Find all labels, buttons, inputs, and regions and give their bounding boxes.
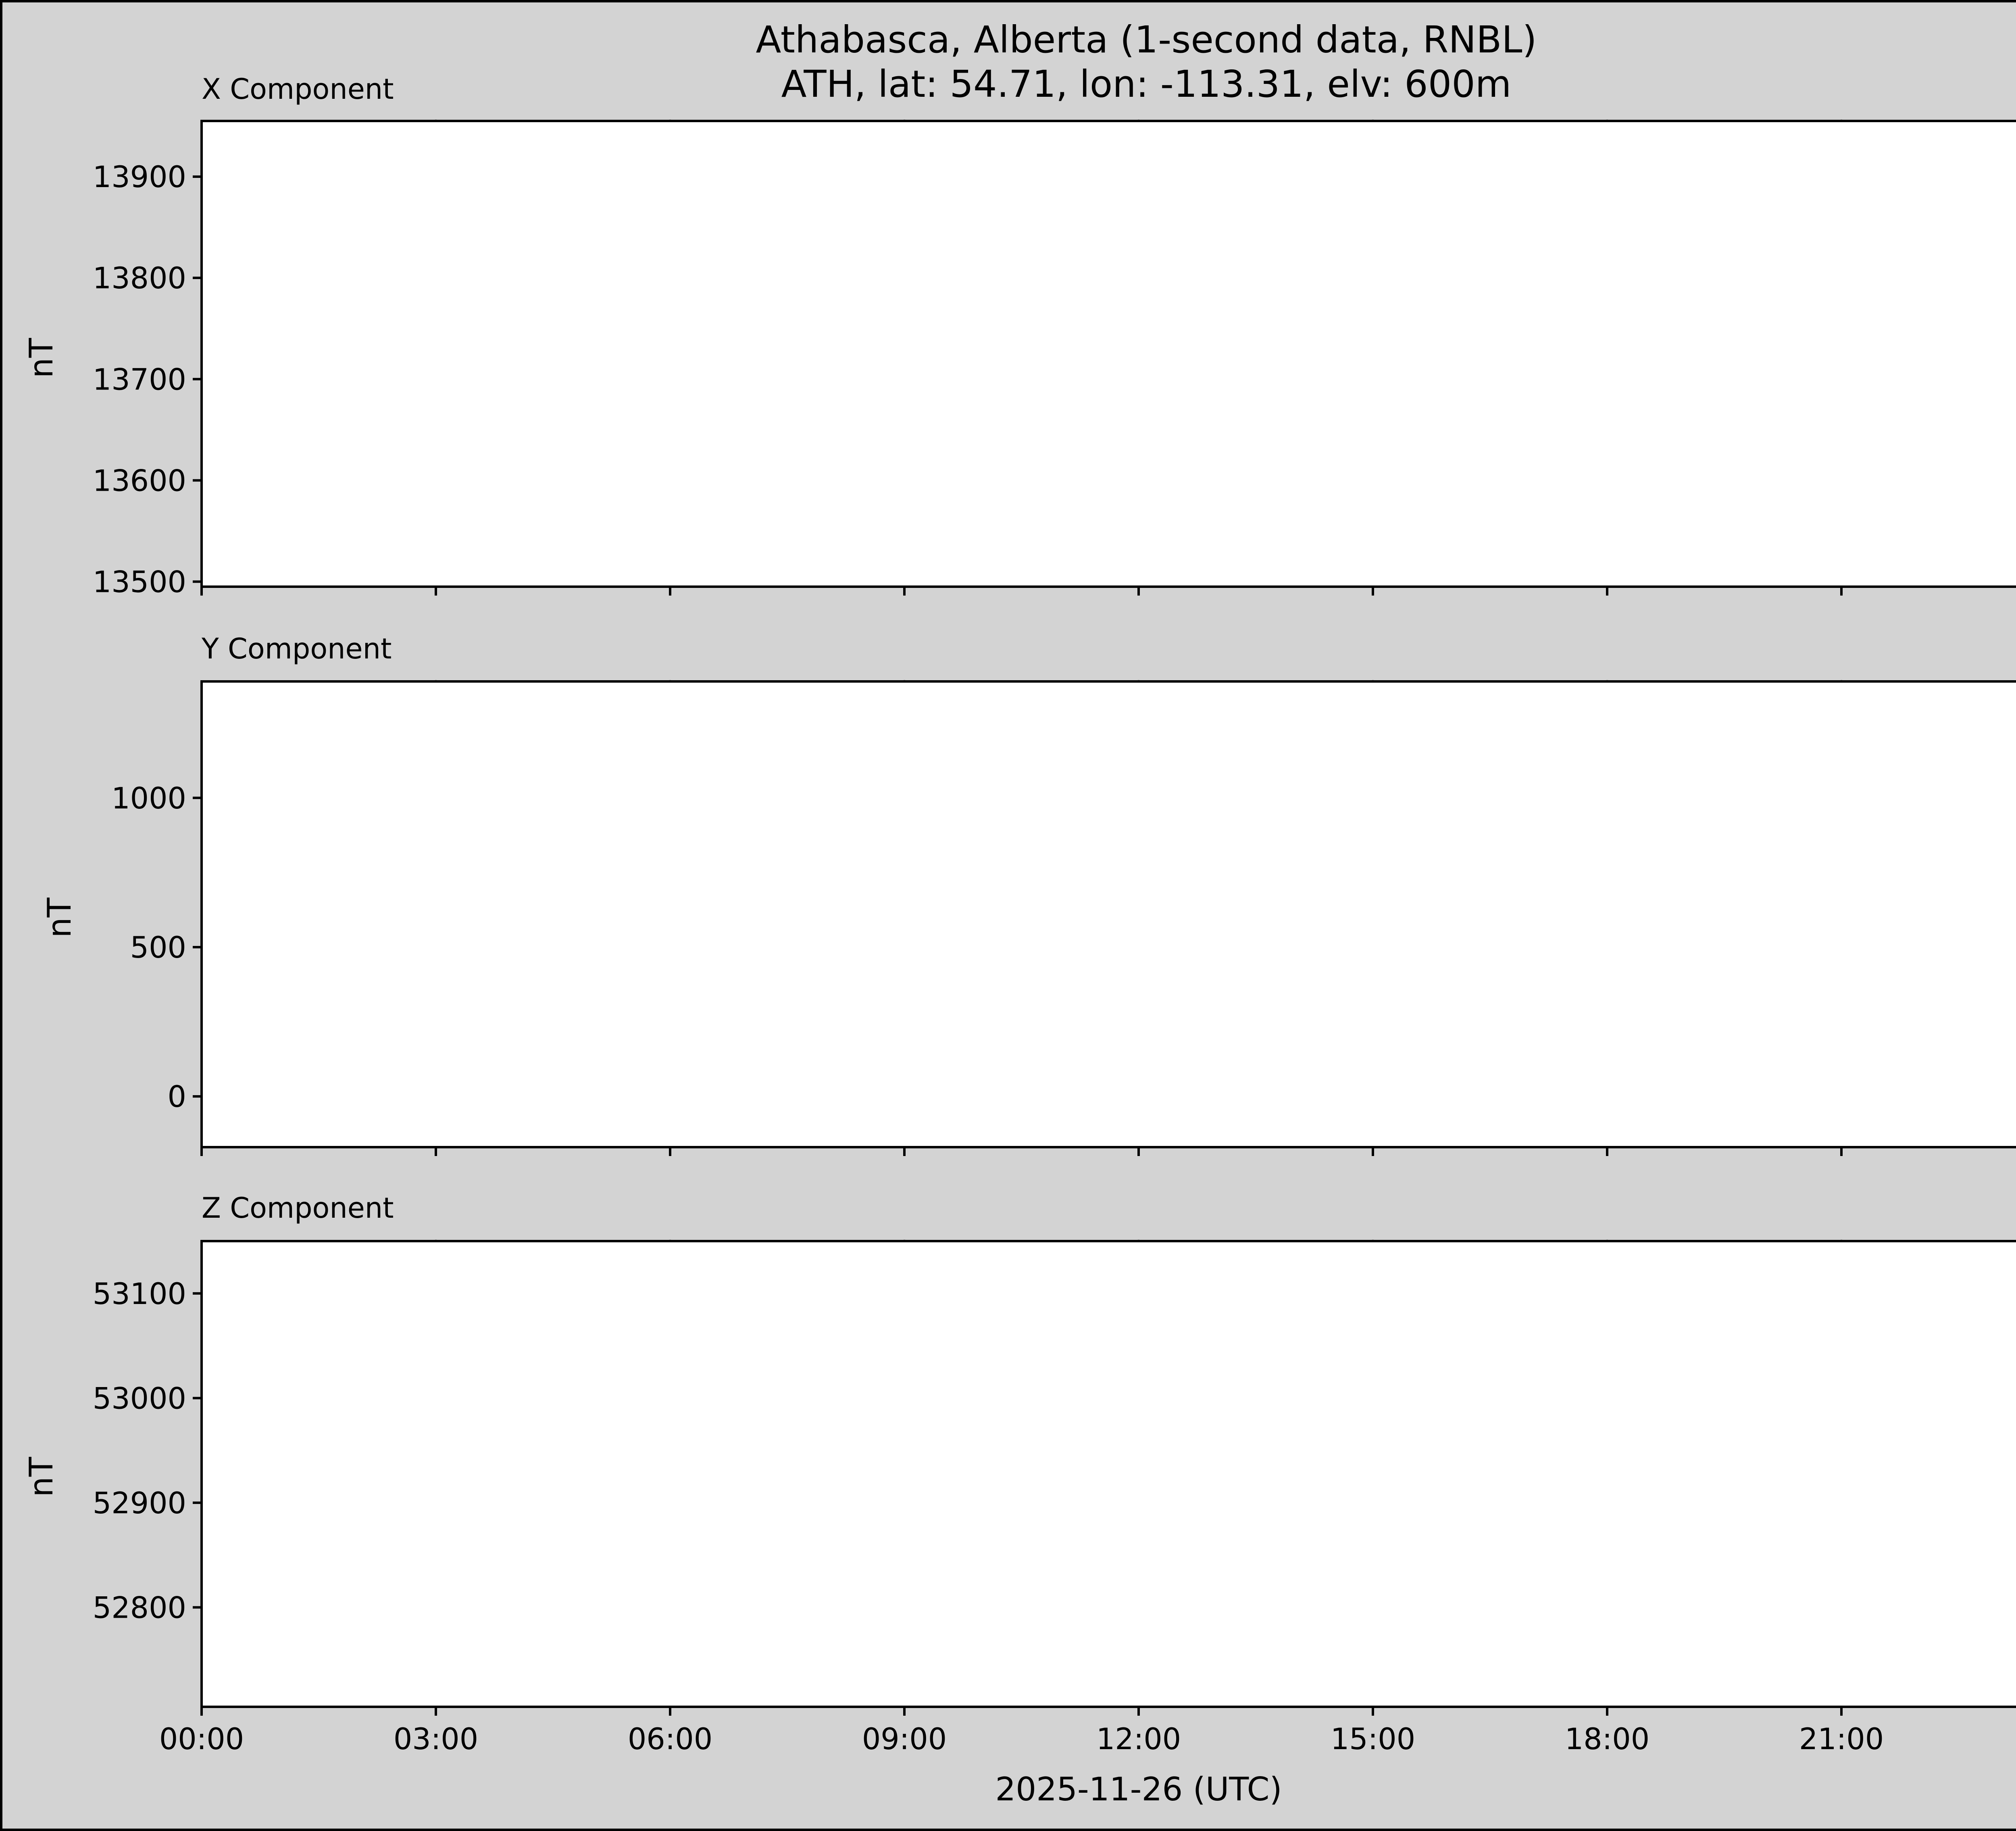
z-y-tick-label: 53000 — [93, 1381, 186, 1416]
x-component-ylabel: nT — [23, 337, 60, 378]
figure-title-line-2: ATH, lat: 54.71, lon: -113.31, elv: 600m — [781, 62, 1512, 106]
x-component-panel: X Component nT 13500 13600 13700 13800 13900 — [23, 73, 2016, 599]
x-tick-label: 00:00 — [159, 1722, 244, 1756]
x-tick-label: 18:00 — [1565, 1722, 1649, 1756]
y-y-tick-label: 500 — [130, 931, 186, 965]
z-y-tick-label: 52800 — [93, 1591, 186, 1625]
x-component-axes-frame — [200, 120, 2016, 588]
z-y-tick-label: 52900 — [93, 1486, 186, 1521]
y-component-axes-frame — [200, 680, 2016, 1148]
x-y-tick-label: 13700 — [93, 362, 186, 397]
y-component-panel: Y Component nT 0 500 1000 — [41, 632, 2016, 1156]
x-tick-label: 21:00 — [1799, 1722, 1884, 1756]
x-y-tick-label: 13800 — [93, 261, 186, 296]
y-y-tick-label: 0 — [168, 1080, 186, 1114]
z-component-ylabel: nT — [23, 1456, 60, 1497]
y-y-tick-label: 1000 — [111, 781, 186, 816]
z-component-panel: Z Component nT 52800 52900 53000 53100 00:00… — [23, 1192, 2016, 1756]
x-axis-label: 2025-11-26 (UTC) — [995, 1771, 1282, 1808]
x-y-tick-label: 13900 — [93, 160, 186, 194]
x-tick-label: 12:00 — [1096, 1722, 1181, 1756]
figure-title-line-1: Athabasca, Alberta (1-second data, RNBL) — [756, 18, 1537, 61]
x-tick-label: 06:00 — [628, 1722, 712, 1756]
x-tick-label: 09:00 — [862, 1722, 947, 1756]
y-component-ylabel: nT — [41, 897, 78, 938]
x-component-title: X Component — [202, 73, 394, 106]
z-y-tick-label: 53100 — [93, 1277, 186, 1311]
x-tick-label: 03:00 — [394, 1722, 478, 1756]
z-component-title: Z Component — [202, 1192, 394, 1225]
x-y-tick-label: 13600 — [93, 464, 186, 498]
x-y-tick-label: 13500 — [93, 565, 186, 599]
x-tick-label: 15:00 — [1331, 1722, 1415, 1756]
y-component-title: Y Component — [201, 632, 392, 665]
z-component-axes-frame — [200, 1240, 2016, 1708]
